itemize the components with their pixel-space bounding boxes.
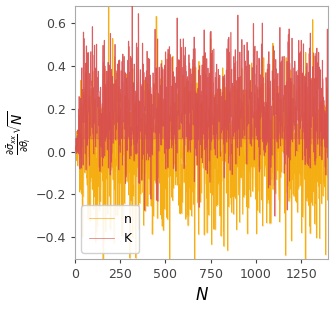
K <box>73 150 77 153</box>
K <box>279 61 283 64</box>
K <box>206 73 210 76</box>
K <box>273 214 277 218</box>
Y-axis label: $\frac{\partial \bar{\sigma}_{xx}}{\partial \theta_i} \sqrt{N}$: $\frac{\partial \bar{\sigma}_{xx}}{\part… <box>6 110 33 155</box>
n <box>161 136 165 140</box>
K <box>130 4 134 8</box>
Legend: n, K: n, K <box>81 205 139 253</box>
K <box>326 78 330 82</box>
n <box>73 150 77 153</box>
n <box>279 131 283 135</box>
n <box>323 144 327 148</box>
n <box>326 119 330 123</box>
K <box>323 124 327 128</box>
n <box>190 131 194 135</box>
Line: n: n <box>75 7 328 275</box>
X-axis label: $N$: $N$ <box>195 286 209 304</box>
K <box>190 103 194 107</box>
n <box>303 273 307 277</box>
n <box>135 174 139 178</box>
n <box>206 140 210 144</box>
n <box>106 5 110 9</box>
K <box>161 68 165 72</box>
K <box>135 41 139 45</box>
Line: K: K <box>75 6 328 216</box>
